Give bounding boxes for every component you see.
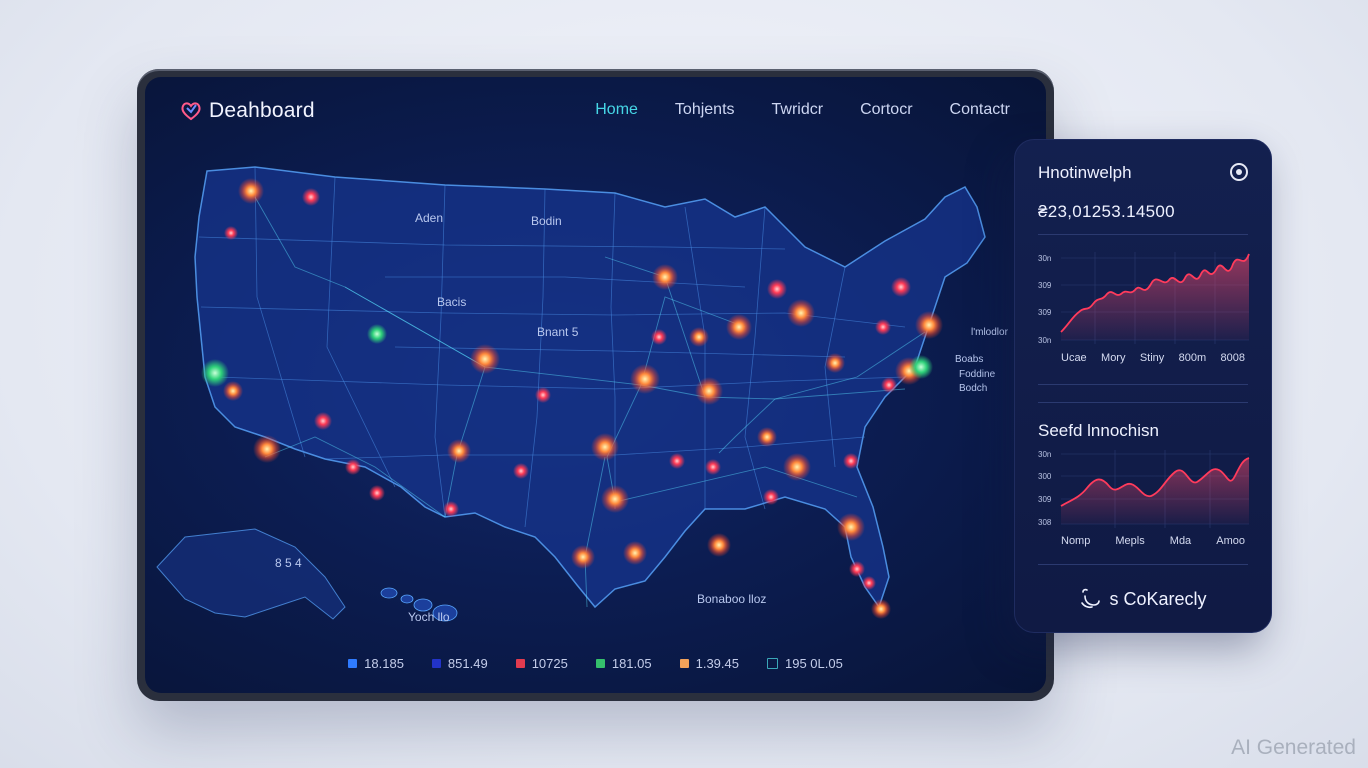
legend-item: 851.49 bbox=[431, 656, 488, 671]
nav-home[interactable]: Home bbox=[595, 101, 638, 118]
x-tick-label: Amoo bbox=[1216, 535, 1245, 547]
legend-item: 18.185 bbox=[348, 656, 404, 671]
x-tick-label: 8008 bbox=[1220, 352, 1245, 364]
y-tick-label: 309 bbox=[1038, 308, 1052, 317]
divider bbox=[1038, 564, 1248, 565]
trend-line bbox=[1060, 253, 1250, 333]
y-tick-label: 308 bbox=[1038, 518, 1052, 527]
nav-contact[interactable]: Contactr bbox=[949, 101, 1010, 118]
top-bar: Deahboard Home Tohjents Twridcr Cortocr … bbox=[145, 77, 1046, 157]
x-tick-label: 800m bbox=[1178, 352, 1207, 364]
y-tick-label: 30n bbox=[1038, 336, 1052, 345]
x-tick-label: Stiny bbox=[1139, 352, 1165, 364]
map-legend: 18.185 851.49 10725 181.05 1.39.45 195 0… bbox=[145, 656, 1046, 671]
map-label: 8 5 4 bbox=[275, 556, 302, 570]
y-tick-label: 309 bbox=[1038, 495, 1052, 504]
panel-subtitle: Seefd lnnochisn bbox=[1038, 421, 1159, 440]
map-label: Bonaboo lloz bbox=[697, 592, 766, 606]
trend-chart-1-plot bbox=[1060, 252, 1250, 344]
legend-item: 1.39.45 bbox=[679, 656, 739, 671]
map-label: Bacis bbox=[437, 295, 466, 309]
main-nav: Home Tohjents Twridcr Cortocr Contactr bbox=[595, 101, 1010, 119]
legend-swatch bbox=[679, 659, 689, 668]
footer-label: s CoKarecly bbox=[1109, 588, 1207, 609]
x-axis-labels: Nomp Mepls Mda Amoo bbox=[1061, 535, 1245, 547]
area-fill bbox=[1061, 254, 1249, 340]
legend-value: 851.49 bbox=[447, 656, 488, 671]
watermark: AI Generated bbox=[1231, 736, 1356, 759]
tablet-device: Deahboard Home Tohjents Twridcr Cortocr … bbox=[137, 69, 1054, 701]
brand-name: Deahboard bbox=[209, 99, 315, 122]
area-fill bbox=[1061, 458, 1249, 524]
legend-value: 195 0L.05 bbox=[784, 656, 843, 671]
y-tick-label: 309 bbox=[1038, 281, 1052, 290]
y-tick-label: 300 bbox=[1038, 472, 1052, 481]
legend-swatch bbox=[595, 659, 605, 668]
legend-item: 10725 bbox=[515, 656, 568, 671]
divider bbox=[1038, 402, 1248, 403]
legend-swatch bbox=[515, 659, 525, 668]
nav-item-4[interactable]: Cortocr bbox=[860, 101, 913, 118]
map-labels: Aden Bodin Bacis Bnant 5 Bonaboo lloz Yo… bbox=[275, 211, 1009, 624]
us-landmass bbox=[194, 166, 986, 609]
us-map[interactable]: Aden Bodin Bacis Bnant 5 Bonaboo lloz Yo… bbox=[145, 137, 1046, 657]
map-label: Bodin bbox=[531, 214, 562, 228]
legend-value: 1.39.45 bbox=[695, 656, 739, 671]
map-label: l'mlodlor bbox=[971, 327, 1009, 338]
y-tick-label: 30n bbox=[1038, 450, 1052, 459]
legend-item: 195 0L.05 bbox=[766, 656, 843, 671]
map-label: Yoch llo bbox=[408, 610, 450, 624]
legend-swatch bbox=[431, 659, 441, 668]
nav-item-2[interactable]: Tohjents bbox=[674, 101, 735, 118]
us-map-graphic: Aden Bodin Bacis Bnant 5 Bonaboo lloz Yo… bbox=[156, 166, 1009, 624]
divider bbox=[1038, 384, 1248, 385]
x-tick-label: Mepls bbox=[1115, 535, 1145, 547]
trend-chart-2-plot bbox=[1060, 450, 1250, 528]
brand[interactable]: Deahboard bbox=[179, 99, 315, 123]
x-axis-labels: Ucae Mory Stiny 800m 8008 bbox=[1061, 352, 1245, 364]
legend-swatch bbox=[348, 659, 358, 668]
legend-item: 181.05 bbox=[595, 656, 652, 671]
legend-value: 10725 bbox=[531, 656, 568, 671]
heart-logo-icon bbox=[181, 102, 201, 121]
legend-value: 181.05 bbox=[611, 656, 652, 671]
divider bbox=[1038, 234, 1248, 235]
map-label: Foddine bbox=[959, 369, 996, 380]
legend-value: 18.185 bbox=[364, 656, 404, 671]
panel-value: ₴23,01253.14500 bbox=[1038, 202, 1175, 221]
chat-bubble-icon bbox=[1081, 588, 1101, 609]
trend-line bbox=[1060, 457, 1250, 507]
dashboard-screen: Deahboard Home Tohjents Twridcr Cortocr … bbox=[145, 77, 1046, 693]
x-tick-label: Nomp bbox=[1061, 535, 1091, 547]
map-label: Boabs bbox=[955, 354, 983, 365]
x-tick-label: Mory bbox=[1101, 352, 1126, 364]
city-hotspots bbox=[201, 178, 943, 619]
x-tick-label: Mda bbox=[1169, 535, 1192, 547]
map-label: Bodch bbox=[959, 383, 987, 394]
panel-title: Hnotinwelph bbox=[1038, 163, 1132, 182]
y-tick-label: 30n bbox=[1038, 254, 1052, 263]
x-tick-label: Ucae bbox=[1061, 352, 1087, 364]
nav-item-3[interactable]: Twridcr bbox=[771, 101, 824, 118]
map-label: Bnant 5 bbox=[537, 325, 579, 339]
trend-chart-2[interactable]: 30n 300 309 308 Nomp Mepls Mda bbox=[1035, 446, 1251, 551]
footer-action[interactable]: s CoKarecly bbox=[1015, 588, 1271, 610]
map-label: Aden bbox=[415, 211, 443, 225]
hawaii bbox=[380, 587, 458, 622]
legend-swatch bbox=[766, 658, 778, 669]
alaska bbox=[156, 528, 346, 620]
settings-icon[interactable] bbox=[1230, 163, 1248, 181]
trend-chart-1[interactable]: 30n 309 309 30n Ucae Mory Stiny bbox=[1035, 248, 1251, 368]
stats-panel: Hnotinwelph ₴23,01253.14500 30n 309 309 … bbox=[1014, 139, 1272, 633]
